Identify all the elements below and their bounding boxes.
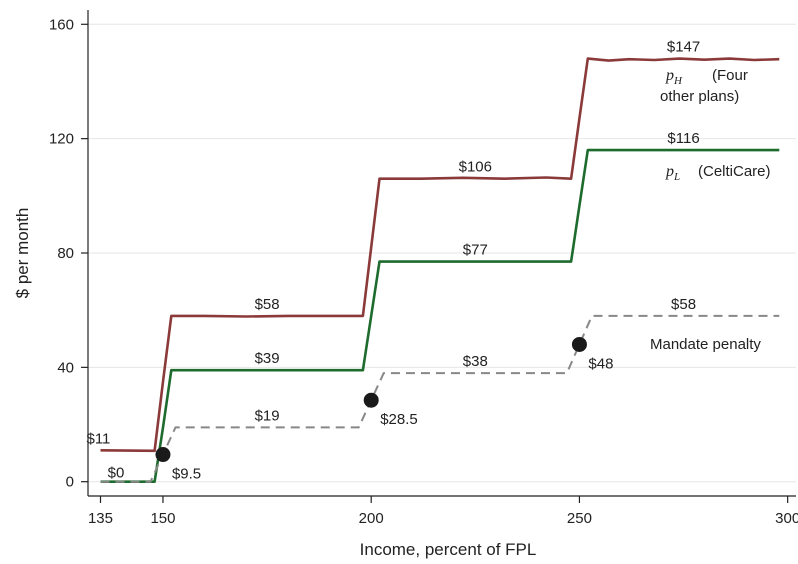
price-label-1: $11: [86, 430, 110, 447]
x-tick-label-150: 150: [150, 510, 175, 527]
penalty-marker-1: [155, 447, 171, 463]
legend-penalty: Mandate penalty: [650, 336, 761, 353]
x-tick-label-300: 300: [775, 510, 798, 527]
price-label-9: $147: [667, 39, 700, 56]
price-label-11: $58: [671, 296, 696, 313]
price-label-8: $38: [463, 353, 488, 370]
price-label-10: $116: [667, 130, 699, 147]
series-layer: [100, 57, 780, 483]
penalty-marker-3: [571, 336, 587, 352]
x-axis-title: Income, percent of FPL: [360, 540, 537, 559]
penalty-marker-2: [363, 392, 379, 408]
price-label-3: $58: [255, 296, 280, 313]
y-tick-label-40: 40: [57, 359, 74, 376]
axes-layer: 0 40 80 120 160 135 150 200 250 300: [49, 10, 798, 527]
y-tick-label-0: 0: [66, 474, 74, 491]
legend-ph: pH (Four other plans): [660, 67, 748, 105]
series-line-pL: [100, 148, 780, 483]
x-tick-label-250: 250: [567, 510, 592, 527]
penalty-marker-label-3: $48: [588, 355, 613, 372]
price-label-2: $0: [108, 465, 125, 482]
legend-ph-symbol: pH: [665, 67, 683, 87]
y-tick-label-120: 120: [49, 131, 74, 148]
marker-layer: [155, 336, 587, 463]
legend-penalty-text: Mandate penalty: [650, 336, 761, 353]
penalty-marker-label-2: $28.5: [380, 411, 418, 428]
price-label-4: $39: [255, 350, 280, 367]
series-line-pH: [100, 57, 780, 453]
legend-pl-text: (CeltiCare): [698, 163, 771, 180]
x-tick-label-200: 200: [359, 510, 384, 527]
price-label-5: $19: [255, 407, 280, 424]
legend-pl-symbol: pL: [665, 163, 680, 183]
legend-ph-text-line1: (Four: [712, 67, 748, 84]
penalty-marker-label-1: $9.5: [172, 466, 201, 483]
label-layer: $9.5 $28.5 $48 $11 $0 $58 $39 $19 $106 $77 $38 $147…: [86, 39, 700, 483]
price-label-6: $106: [459, 159, 492, 176]
x-tick-label-135: 135: [88, 510, 113, 527]
y-axis-title: $ per month: [13, 208, 32, 299]
legend-ph-text-line2: other plans): [660, 88, 739, 105]
grid-layer: [88, 23, 796, 483]
y-tick-label-160: 160: [49, 16, 74, 33]
price-label-7: $77: [463, 242, 488, 259]
y-tick-label-80: 80: [57, 245, 74, 262]
legend-pl: pL (CeltiCare): [665, 163, 771, 183]
